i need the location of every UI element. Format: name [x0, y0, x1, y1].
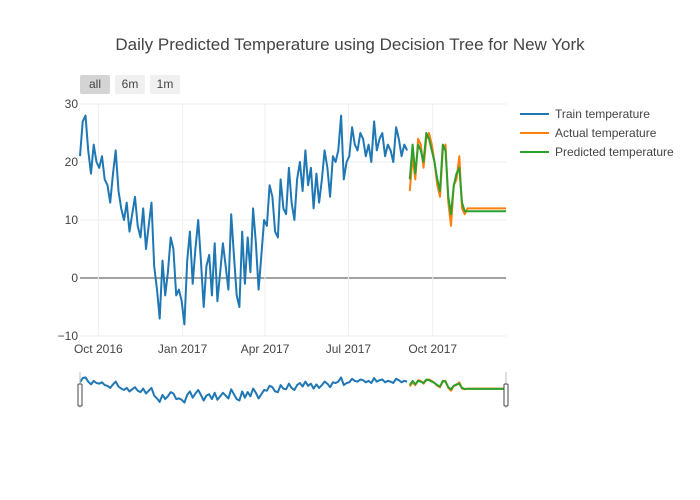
series-line-3 — [408, 132, 506, 216]
legend-label: Predicted temperature — [555, 145, 674, 159]
chart-title: Daily Predicted Temperature using Decisi… — [115, 35, 585, 54]
x-tick-label: Apr 2017 — [241, 342, 290, 356]
y-tick-label: −10 — [58, 329, 79, 343]
range-slider-right-handle[interactable] — [503, 383, 509, 407]
range-selector-all-button[interactable]: all — [80, 75, 110, 94]
range-slider-series-3 — [408, 378, 506, 391]
legend-item-1[interactable]: Train temperature — [520, 107, 650, 121]
axis-layer: −10 0 10 20 30 Oct 2016 Jan 2017 Apr 2017 Jul 20… — [58, 97, 458, 356]
y-tick-label: 10 — [65, 213, 79, 227]
x-tick-label: Oct 2017 — [408, 342, 457, 356]
x-tick-label: Oct 2016 — [74, 342, 123, 356]
y-tick-label: 0 — [71, 271, 78, 285]
legend-item-2[interactable]: Actual temperature — [520, 126, 657, 140]
range-selector-1m-button[interactable]: 1m — [150, 75, 180, 94]
legend-label: Actual temperature — [555, 126, 657, 140]
y-tick-label: 20 — [65, 155, 79, 169]
x-tick-label: Jul 2017 — [326, 342, 372, 356]
range-selector-6m-button[interactable]: 6m — [115, 75, 145, 94]
series-line-1 — [79, 114, 409, 326]
series-layer — [79, 114, 506, 326]
legend-item-3[interactable]: Predicted temperature — [520, 145, 674, 159]
range-slider-left-handle[interactable] — [77, 383, 83, 407]
x-tick-label: Jan 2017 — [158, 342, 208, 356]
range-slider-series-1 — [79, 376, 408, 404]
legend[interactable]: Train temperature Actual temperature Predi… — [520, 107, 674, 159]
legend-label: Train temperature — [555, 107, 650, 121]
range-slider[interactable] — [77, 372, 509, 408]
y-tick-label: 30 — [65, 97, 79, 111]
